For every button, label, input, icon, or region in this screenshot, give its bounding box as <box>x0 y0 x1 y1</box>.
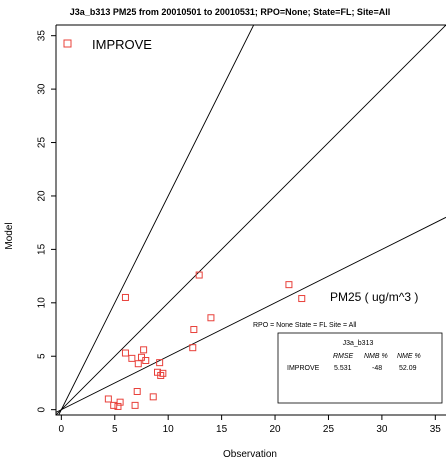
stats-run-name: J3a_b313 <box>343 340 374 347</box>
y-tick-label: 5 <box>37 353 48 359</box>
x-axis: 0 5 10 15 20 25 30 35 <box>59 415 442 435</box>
data-point <box>121 293 129 301</box>
data-points <box>104 271 306 410</box>
data-point <box>149 393 157 401</box>
data-point <box>104 395 112 403</box>
data-point <box>157 371 165 379</box>
legend-label-improve: IMPROVE <box>92 37 152 52</box>
stats-value-rmse: 5.531 <box>334 365 352 372</box>
stats-header: RPO = None State = FL Site = All <box>253 322 357 329</box>
reference-lines <box>56 25 446 415</box>
y-tick-label: 30 <box>37 83 48 95</box>
y-axis: 0 5 10 15 20 25 30 35 <box>37 30 56 412</box>
chart-title: J3a_b313 PM25 from 20010501 to 20010531;… <box>70 7 390 17</box>
data-point <box>131 401 139 409</box>
data-point <box>298 295 306 303</box>
y-tick-label: 35 <box>37 30 48 42</box>
data-point <box>140 346 148 354</box>
x-axis-label: Observation <box>223 449 277 460</box>
stats-value-nme: 52.09 <box>399 365 417 372</box>
data-point <box>121 349 129 357</box>
x-tick-label: 5 <box>112 424 118 435</box>
stats-box: RPO = None State = FL Site = All J3a_b31… <box>253 322 443 404</box>
x-tick-label: 20 <box>269 424 281 435</box>
stats-value-nmb: -48 <box>372 365 382 372</box>
x-tick-label: 25 <box>323 424 335 435</box>
reference-line-1-to-1 <box>56 25 446 415</box>
data-point <box>134 360 142 368</box>
x-tick-label: 10 <box>163 424 175 435</box>
y-tick-label: 0 <box>37 406 48 412</box>
y-tick-label: 25 <box>37 137 48 149</box>
stats-col-nme: NME % <box>397 353 421 360</box>
y-tick-label: 15 <box>37 243 48 255</box>
y-tick-label: 20 <box>37 190 48 202</box>
data-point <box>195 271 203 279</box>
data-point <box>190 326 198 334</box>
x-tick-label: 30 <box>376 424 388 435</box>
x-tick-label: 35 <box>430 424 442 435</box>
data-point <box>156 359 164 367</box>
x-tick-label: 0 <box>59 424 65 435</box>
data-point <box>159 369 167 377</box>
y-axis-label: Model <box>4 222 15 249</box>
data-point <box>285 281 293 289</box>
legend-marker <box>63 39 72 48</box>
data-point <box>142 357 150 365</box>
reference-line-1-to-2 <box>56 216 446 413</box>
stats-table-border <box>277 332 443 404</box>
stats-col-rmse: RMSE <box>333 353 354 360</box>
stats-col-nmb: NMB % <box>364 353 388 360</box>
plot-area <box>55 24 446 416</box>
reference-line-2-to-1 <box>58 25 255 415</box>
data-point <box>133 387 141 395</box>
data-point <box>114 402 122 410</box>
data-point <box>189 344 197 352</box>
y-tick-label: 10 <box>37 297 48 309</box>
data-point <box>128 354 136 362</box>
data-point <box>207 314 215 322</box>
units-annotation: PM25 ( ug/m^3 ) <box>330 290 418 304</box>
data-point <box>116 398 124 406</box>
x-tick-label: 15 <box>216 424 228 435</box>
stats-row-label: IMPROVE <box>287 365 320 372</box>
legend: IMPROVE <box>63 37 152 52</box>
